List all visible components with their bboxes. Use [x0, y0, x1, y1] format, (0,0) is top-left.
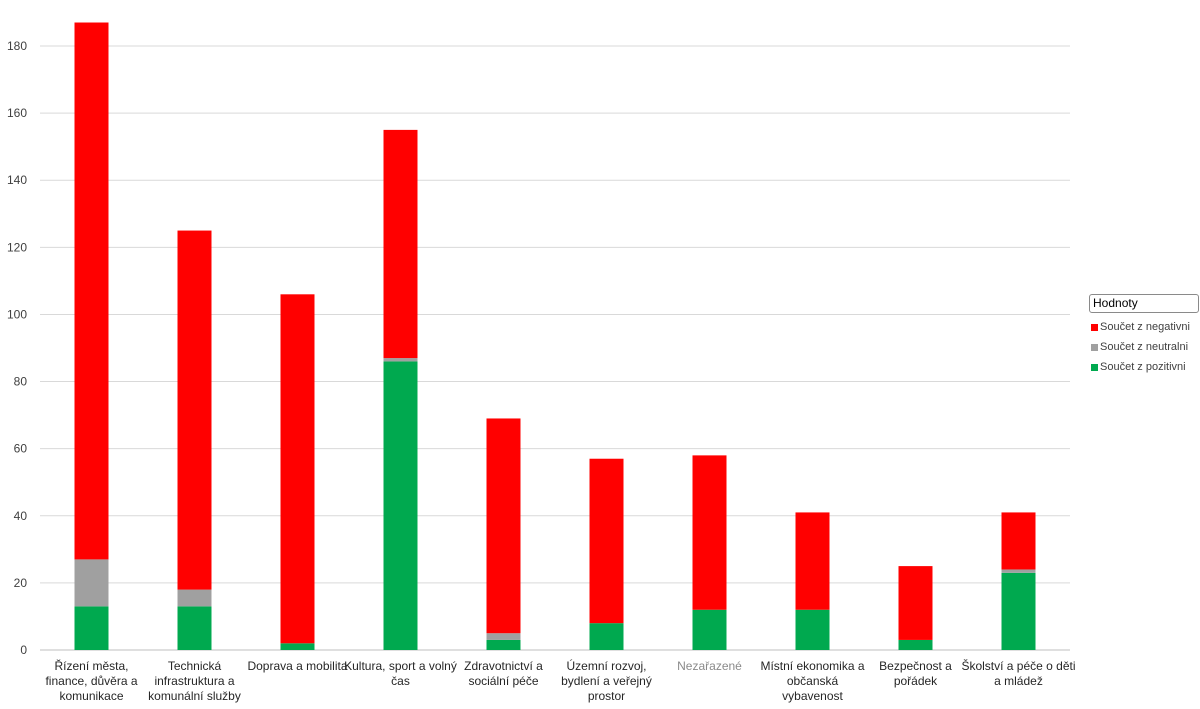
- bar-segment-pozitivni[interactable]: [486, 639, 521, 650]
- bar-segment-pozitivni[interactable]: [898, 639, 933, 650]
- x-tick-label: Doprava a mobilita: [247, 659, 347, 673]
- bar-segment-negativni[interactable]: [1001, 512, 1036, 570]
- y-tick-label: 80: [14, 375, 28, 389]
- bars: [74, 22, 1036, 650]
- bar-segment-pozitivni[interactable]: [74, 606, 109, 650]
- gridlines: [40, 45, 1070, 651]
- bar-segment-pozitivni[interactable]: [692, 609, 727, 650]
- bar-segment-neutralni[interactable]: [74, 559, 109, 607]
- y-tick-label: 20: [14, 576, 28, 590]
- bar-segment-pozitivni[interactable]: [280, 643, 315, 650]
- legend-title[interactable]: Hodnoty: [1089, 294, 1199, 313]
- y-tick-label: 120: [7, 240, 27, 254]
- legend[interactable]: Hodnoty Součet z negativni Součet z neut…: [1089, 294, 1199, 373]
- y-tick-label: 40: [14, 509, 28, 523]
- y-axis: 0 20 40 60 80 100 120 140 160 180: [7, 39, 27, 657]
- x-tick-label: Řízení města, finance, důvěra a komunikace: [45, 658, 137, 703]
- y-tick-label: 100: [7, 307, 27, 321]
- bar-segment-negativni[interactable]: [692, 455, 727, 610]
- legend-label-neutralni: Součet z neutralni: [1100, 341, 1189, 353]
- bar-segment-neutralni[interactable]: [1001, 569, 1036, 573]
- y-tick-label: 180: [7, 39, 27, 53]
- y-tick-label: 60: [14, 442, 28, 456]
- bar-segment-pozitivni[interactable]: [177, 606, 212, 650]
- bar-segment-pozitivni[interactable]: [383, 361, 418, 650]
- bar-segment-pozitivni[interactable]: [795, 609, 830, 650]
- bar-segment-negativni[interactable]: [898, 566, 933, 640]
- legend-item-pozitivni[interactable]: Součet z pozitivni: [1089, 361, 1199, 373]
- legend-swatch-neutralni: [1091, 343, 1098, 351]
- y-tick-label: 160: [7, 106, 27, 120]
- bar-segment-pozitivni[interactable]: [1001, 572, 1036, 650]
- bar-segment-neutralni[interactable]: [486, 633, 521, 640]
- bar-segment-pozitivni[interactable]: [589, 623, 624, 650]
- x-tick-label: Technická infrastruktura a komunální služb…: [148, 659, 241, 703]
- bar-segment-negativni[interactable]: [280, 294, 315, 644]
- x-tick-label: Nezařazené: [677, 659, 742, 673]
- x-axis: Řízení města, finance, důvěra a komunikace…: [45, 658, 1075, 703]
- x-tick-label: Kultura, sport a volný čas: [344, 659, 457, 688]
- bar-segment-negativni[interactable]: [383, 129, 418, 359]
- bar-segment-negativni[interactable]: [486, 418, 521, 634]
- x-tick-label: Bezpečnost a pořádek: [879, 659, 952, 688]
- x-tick-label: Zdravotnictví a sociální péče: [464, 659, 543, 688]
- legend-item-negativni[interactable]: Součet z negativni: [1089, 321, 1199, 333]
- legend-swatch-pozitivni: [1091, 363, 1098, 371]
- x-tick-label: Územní rozvoj, bydlení a veřejný prostor: [561, 658, 652, 703]
- bar-segment-neutralni[interactable]: [383, 358, 418, 362]
- legend-item-neutralni[interactable]: Součet z neutralni: [1089, 341, 1199, 353]
- legend-label-negativni: Součet z negativni: [1100, 321, 1190, 333]
- bar-segment-negativni[interactable]: [589, 458, 624, 624]
- legend-label-pozitivni: Součet z pozitivni: [1100, 361, 1186, 373]
- x-tick-label: Místní ekonomika a občanská vybavenost: [760, 659, 864, 703]
- x-tick-label: Školství a péče o děti a mládež: [961, 658, 1075, 688]
- bar-segment-negativni[interactable]: [795, 512, 830, 610]
- y-tick-label: 140: [7, 173, 27, 187]
- bar-segment-negativni[interactable]: [74, 22, 109, 560]
- bar-segment-neutralni[interactable]: [177, 589, 212, 607]
- bar-segment-negativni[interactable]: [177, 230, 212, 590]
- y-tick-label: 0: [20, 643, 27, 657]
- legend-swatch-negativni: [1091, 323, 1098, 331]
